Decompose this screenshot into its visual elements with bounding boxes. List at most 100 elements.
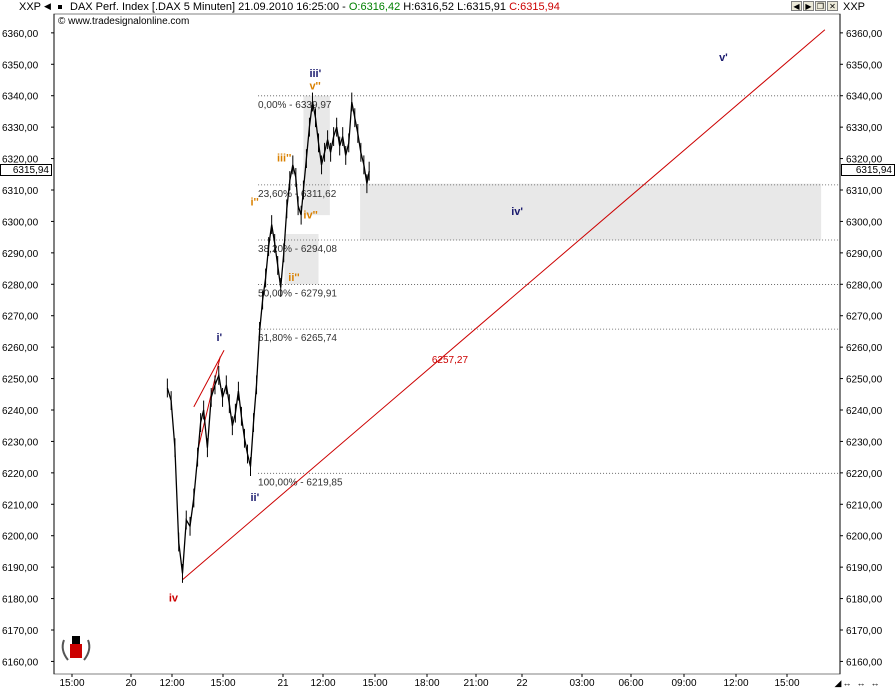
y-tick-label-left-11: 6250,00 <box>2 375 39 386</box>
y-tick-label-right-8: 6280,00 <box>846 280 883 291</box>
wave-label-1: v'' <box>309 80 321 92</box>
symbol-label-left[interactable]: XXP <box>19 1 42 13</box>
fib-label-3: 50,00% - 6279,91 <box>258 289 337 300</box>
y-tick-label-right-10: 6260,00 <box>846 343 883 354</box>
y-tick-label-left-2: 6340,00 <box>2 92 39 103</box>
fib-label-0: 0,00% - 6339,97 <box>258 100 332 111</box>
y-tick-label-right-20: 6160,00 <box>846 657 883 668</box>
header-title: DAX Perf. Index [.DAX 5 Minuten] 21.09.2… <box>70 1 346 13</box>
zoom-out-icon[interactable]: ↔ <box>856 678 866 688</box>
header-quote: DAX Perf. Index [.DAX 5 Minuten] 21.09.2… <box>70 1 560 13</box>
laurel-icon <box>61 639 91 661</box>
zone-0 <box>303 95 330 216</box>
y-tick-label-left-20: 6160,00 <box>2 657 39 668</box>
y-tick-label-right-17: 6190,00 <box>846 563 883 574</box>
scroll-left-button[interactable]: ◀ <box>791 1 802 11</box>
y-tick-label-left-16: 6200,00 <box>2 532 39 543</box>
header-high: H:6316,52 <box>403 1 455 13</box>
y-tick-label-left-13: 6230,00 <box>2 437 39 448</box>
copyright: © www.tradesignalonline.com <box>58 16 190 27</box>
x-tick-label-5: 12:00 <box>310 678 335 689</box>
symbol-label-right[interactable]: XXP <box>843 1 866 13</box>
y-tick-label-right-18: 6180,00 <box>846 595 883 606</box>
trendlines: 6257,27 <box>182 29 826 581</box>
last-price-box-left: 6315,94 <box>0 164 52 176</box>
y-tick-label-right-2: 6340,00 <box>846 92 883 103</box>
wave-label-2: iii'' <box>277 153 292 165</box>
y-tick-label-left-7: 6290,00 <box>2 249 39 260</box>
close-button[interactable]: ✕ <box>827 1 838 11</box>
series-marker-icon <box>58 5 62 9</box>
header-open: O:6316,42 <box>348 1 401 13</box>
x-tick-label-0: 15:00 <box>59 678 84 689</box>
wave-label-9: iv' <box>511 206 523 218</box>
y-tick-label-right-3: 6330,00 <box>846 123 883 134</box>
wave-label-5: ii'' <box>288 272 300 284</box>
x-tick-label-11: 06:00 <box>618 678 643 689</box>
y-tick-label-right-15: 6210,00 <box>846 500 883 511</box>
last-price-box-right: 6315,94 <box>841 164 895 176</box>
y-tick-label-left-17: 6190,00 <box>2 563 39 574</box>
x-tick-label-14: 15:00 <box>774 678 799 689</box>
y-tick-label-right-14: 6220,00 <box>846 469 883 480</box>
y-tick-label-right-1: 6350,00 <box>846 60 883 71</box>
wave-labels: iii'v'' iii'' i'' iv'' ii'' i' ii' iv iv' v' <box>169 52 728 605</box>
y-tick-label-right-16: 6200,00 <box>846 532 883 543</box>
y-tick-label-right-13: 6230,00 <box>846 437 883 448</box>
collapse-icon[interactable]: ◀ <box>44 1 51 11</box>
y-tick-label-right-4: 6320,00 <box>846 155 883 166</box>
fib-label-2: 38,20% - 6294,08 <box>258 244 337 255</box>
y-tick-label-left-14: 6220,00 <box>2 469 39 480</box>
y-tick-label-left-6: 6300,00 <box>2 217 39 228</box>
x-tick-label-8: 21:00 <box>463 678 488 689</box>
y-tick-label-left-3: 6330,00 <box>2 123 39 134</box>
y-tick-label-left-12: 6240,00 <box>2 406 39 417</box>
trendline-label: 6257,27 <box>432 355 469 366</box>
wave-label-0: iii' <box>309 68 321 80</box>
y-tick-label-right-6: 6300,00 <box>846 217 883 228</box>
wave-label-4: iv'' <box>303 209 318 221</box>
x-tick-label-2: 12:00 <box>159 678 184 689</box>
wave-label-6: i' <box>216 332 222 344</box>
logo-emblem <box>61 636 91 661</box>
scroll-right-button[interactable]: ▶ <box>803 1 814 11</box>
y-tick-label-left-15: 6210,00 <box>2 500 39 511</box>
resize-grip-icon[interactable]: ◢ <box>834 678 842 688</box>
y-tick-label-left-8: 6280,00 <box>2 280 39 291</box>
y-tick-label-left-19: 6170,00 <box>2 626 39 637</box>
restore-button[interactable]: ❐ <box>815 1 826 11</box>
zone-2 <box>284 234 319 285</box>
y-tick-label-left-1: 6350,00 <box>2 60 39 71</box>
y-tick-label-right-0: 6360,00 <box>846 29 883 40</box>
trendline-upper <box>193 350 225 408</box>
header-low: L:6315,91 <box>457 1 507 13</box>
price-series <box>166 92 370 583</box>
x-tick-label-6: 15:00 <box>362 678 387 689</box>
header-close: C:6315,94 <box>509 1 560 13</box>
wave-label-10: v' <box>719 52 728 64</box>
fib-label-5: 100,00% - 6219,85 <box>258 477 343 488</box>
zoom-in-icon[interactable]: ↔ <box>842 678 852 688</box>
plot-area <box>53 13 841 675</box>
y-tick-label-left-4: 6320,00 <box>2 155 39 166</box>
y-axis-left: 6360,00 6350,00 6340,00 6330,00 6320,00 6310,… <box>2 29 54 668</box>
fit-icon[interactable]: ↔ <box>870 678 880 688</box>
x-tick-label-12: 09:00 <box>671 678 696 689</box>
y-tick-label-right-9: 6270,00 <box>846 312 883 323</box>
trendline-small <box>197 356 221 451</box>
hat-icon <box>72 636 80 644</box>
x-tick-label-10: 03:00 <box>569 678 594 689</box>
wave-label-8: iv <box>169 593 179 605</box>
fib-label-4: 61,80% - 6265,74 <box>258 333 337 344</box>
x-tick-label-1: 20 <box>125 678 137 689</box>
y-tick-label-left-9: 6270,00 <box>2 312 39 323</box>
y-axis-right: 6360,00 6350,00 6340,00 6330,00 6320,00 6310,… <box>840 29 883 668</box>
x-tick-label-7: 18:00 <box>414 678 439 689</box>
y-tick-label-right-7: 6290,00 <box>846 249 883 260</box>
zone-1 <box>360 183 822 241</box>
y-tick-label-left-18: 6180,00 <box>2 595 39 606</box>
wave-label-7: ii' <box>251 492 260 504</box>
x-tick-label-13: 12:00 <box>723 678 748 689</box>
y-tick-label-left-0: 6360,00 <box>2 29 39 40</box>
